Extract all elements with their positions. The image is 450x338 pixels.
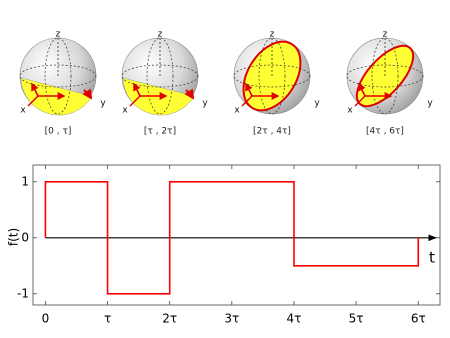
bloch-sphere: z x y [4τ , 6τ] [346,30,433,137]
y-label: y [202,99,208,109]
x-tick-label: 5τ [349,312,364,326]
interval-caption: [2τ , 4τ] [253,127,291,137]
x-vector [358,82,366,97]
bloch-spheres: z x y [0 , τ] z x y [τ , 2τ] z x y [2τ , 4τ] z x y [4τ … [19,30,433,137]
x-tick-label: 0 [42,312,50,326]
x-axis-label: t [429,248,435,266]
plot: 0 τ 2τ 3τ 4τ 5τ 6τ -1 0 1 t [17,165,440,326]
interval-caption: [4τ , 6τ] [366,127,404,137]
equator [346,64,424,88]
interval-caption: [0 , τ] [45,127,72,137]
x-label: x [20,106,26,116]
x-label: x [122,106,128,116]
bloch-sphere: z x y [τ , 2τ] [121,30,208,137]
red-arc [82,88,93,100]
meridian [44,37,72,115]
z-label: z [383,30,388,40]
y-label: y [314,99,320,109]
bloch-sphere: z x y [2τ , 4τ] [233,30,320,137]
equator [121,64,199,88]
x-axis [27,95,39,107]
meridian [371,37,399,115]
interval-caption: [τ , 2τ] [144,127,176,137]
x-label: x [347,106,353,116]
x-label: x [234,106,240,116]
x-vector [133,82,141,97]
x-axis [354,95,366,107]
meridian [258,37,286,115]
step-line [44,181,420,295]
y-tick-label: 1 [21,174,29,188]
equator [19,64,97,88]
plot-frame [32,164,441,306]
y-axis-label: f(t) [7,228,21,246]
equator [233,64,311,88]
x-tick-label: 2τ [162,312,177,326]
y-label: y [100,99,106,109]
x-tick-label: 4τ [287,312,302,326]
x-tick-label: 3τ [224,312,239,326]
bloch-sphere: z x y [0 , τ] [19,30,106,137]
y-tick-label: -1 [17,286,29,300]
y-label: y [427,99,433,109]
x-vector [31,82,39,97]
z-label: z [158,30,163,40]
x-axis [241,95,253,107]
z-label: z [56,30,61,40]
red-arc [184,88,195,100]
z-label: z [270,30,275,40]
x-tick-label: τ [104,312,111,326]
x-axis [129,95,141,107]
x-tick-label: 6τ [411,312,426,326]
meridian [146,37,174,115]
y-tick-label: 0 [21,230,29,244]
x-vector [245,82,253,97]
